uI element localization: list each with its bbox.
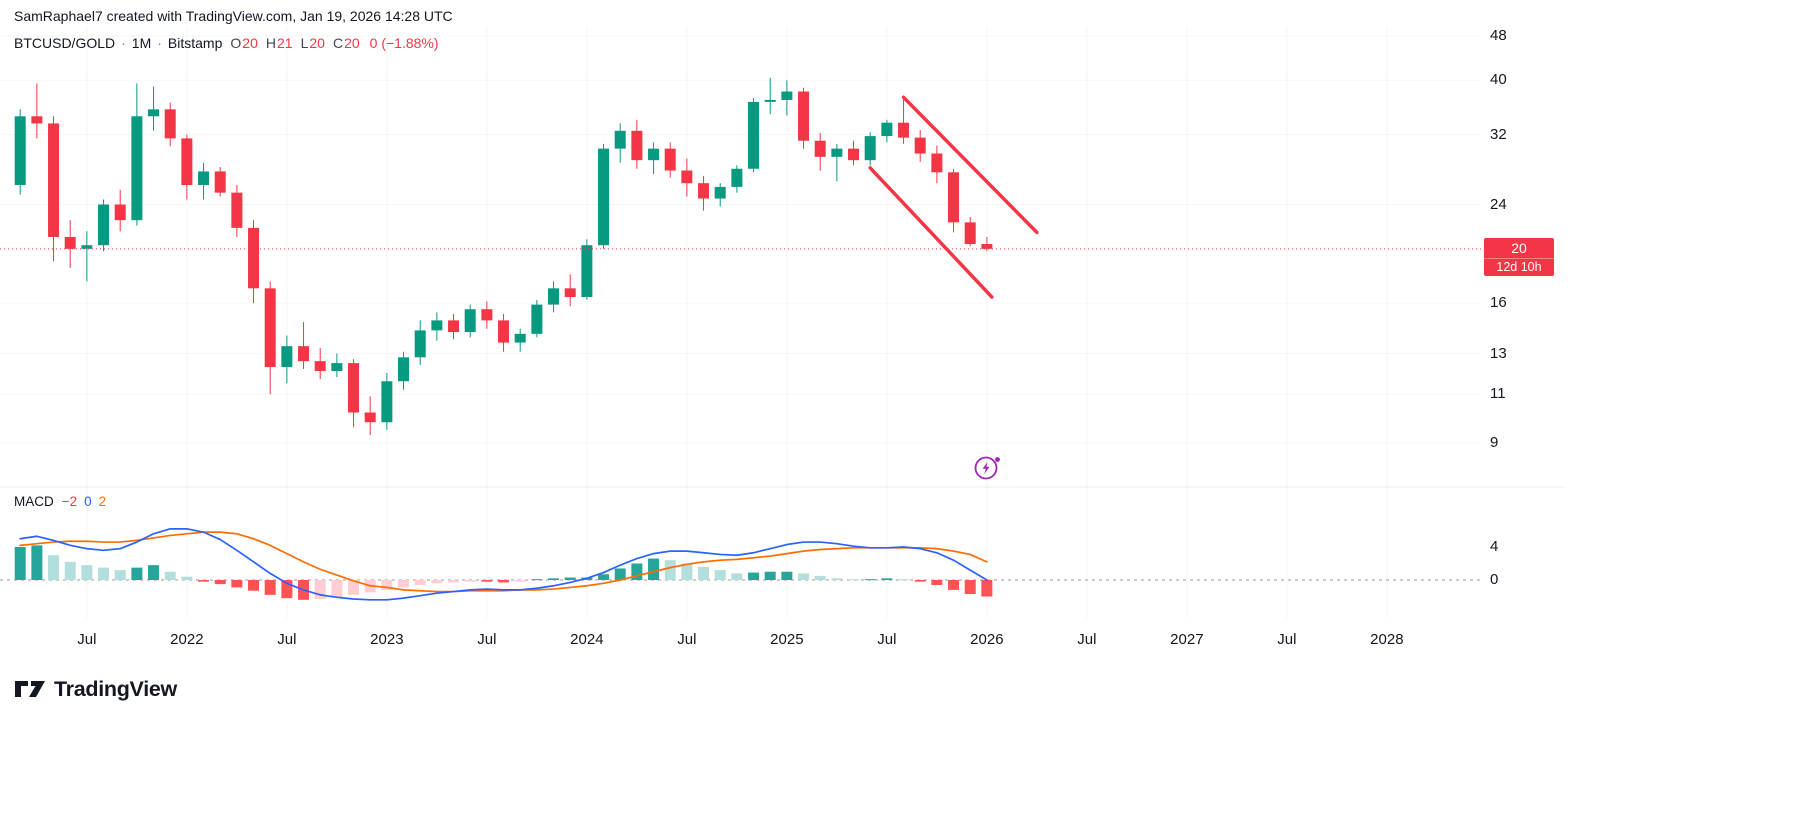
exchange-label: Bitstamp [167, 35, 223, 51]
ohlc-high-value: 21 [276, 35, 293, 51]
x-axis-label: Jul [77, 631, 97, 648]
ohlc-open: O20 [230, 35, 257, 51]
bar-countdown: 12d 10h [1484, 257, 1554, 276]
ohlc-open-letter: O [230, 35, 242, 51]
ohlc-high-letter: H [265, 35, 276, 51]
x-axis-label: Jul [1077, 631, 1097, 648]
price-scale-label: 48 [1490, 27, 1507, 44]
ohlc-low-value: 20 [309, 35, 325, 51]
price-chart[interactable] [0, 28, 1565, 460]
x-axis-label: 2024 [570, 631, 604, 648]
price-scale-label: 40 [1490, 71, 1507, 89]
current-price-badge: 20 12d 10h [1484, 237, 1554, 276]
macd-panel[interactable] [0, 490, 1565, 618]
x-axis-label: Jul [677, 631, 697, 648]
ohlc-open-value: 20 [242, 35, 258, 51]
ohlc-close-value: 20 [344, 35, 360, 51]
price-label: 20 [1511, 239, 1527, 256]
change-label: 0 (−1.88%) [369, 35, 439, 51]
legend-separator: · [121, 35, 126, 51]
price-scale-label: 24 [1490, 195, 1507, 213]
macd-title[interactable]: MACD [14, 494, 54, 509]
macd-header: MACD −2 0 2 [14, 494, 106, 509]
macd-values: −2 0 2 [62, 494, 106, 509]
x-axis-label: 2025 [770, 631, 804, 648]
symbol-legend: BTCUSD/GOLD · 1M · Bitstamp O20 H21 L20 … [14, 35, 439, 51]
x-axis-label: 2026 [970, 631, 1004, 648]
ohlc-close: C20 [333, 35, 360, 51]
ohlc-low-letter: L [300, 35, 309, 51]
ohlc-close-letter: C [332, 35, 344, 51]
symbol-title[interactable]: BTCUSD/GOLD [14, 35, 116, 51]
price-scale-label: 32 [1490, 125, 1507, 143]
macd-scale-label: 0 [1490, 571, 1499, 588]
x-axis-label: Jul [877, 631, 897, 648]
tradingview-logo-mark [15, 681, 45, 697]
tradingview-logo-text: TradingView [54, 676, 177, 701]
macd-value: 0 [84, 494, 92, 509]
x-axis-label: Jul [477, 631, 497, 648]
time-axis[interactable]: Jul 2022 Jul 2023 Jul 2024 Jul 2025 Jul 2026 Jul 20… [0, 631, 1565, 653]
price-scale-label: 11 [1490, 385, 1506, 403]
price-scale-label: 13 [1490, 344, 1507, 362]
boost-icon[interactable] [972, 452, 1002, 482]
x-axis-label: 2023 [370, 631, 404, 648]
legend-separator: · [157, 35, 162, 51]
x-axis-label: 2027 [1170, 631, 1204, 648]
tradingview-logo[interactable]: TradingView [13, 676, 177, 702]
price-scale-label: 9 [1490, 433, 1499, 451]
ohlc-low: L20 [301, 35, 325, 51]
macd-scale-label: 4 [1490, 538, 1499, 555]
macd-value: −2 [61, 494, 78, 509]
interval-label[interactable]: 1M [131, 35, 152, 51]
attribution-text: SamRaphael7 created with TradingView.com… [14, 8, 453, 24]
chart-grid [0, 28, 1565, 618]
x-axis-label: Jul [277, 631, 297, 648]
x-axis-label: Jul [1277, 631, 1297, 648]
lightning-icon [974, 456, 1000, 480]
x-axis-label: 2022 [170, 631, 204, 648]
ohlc-high: H21 [266, 35, 293, 51]
price-scale-label: 16 [1490, 294, 1507, 312]
macd-value: 2 [98, 494, 107, 509]
x-axis-label: 2028 [1370, 631, 1404, 648]
